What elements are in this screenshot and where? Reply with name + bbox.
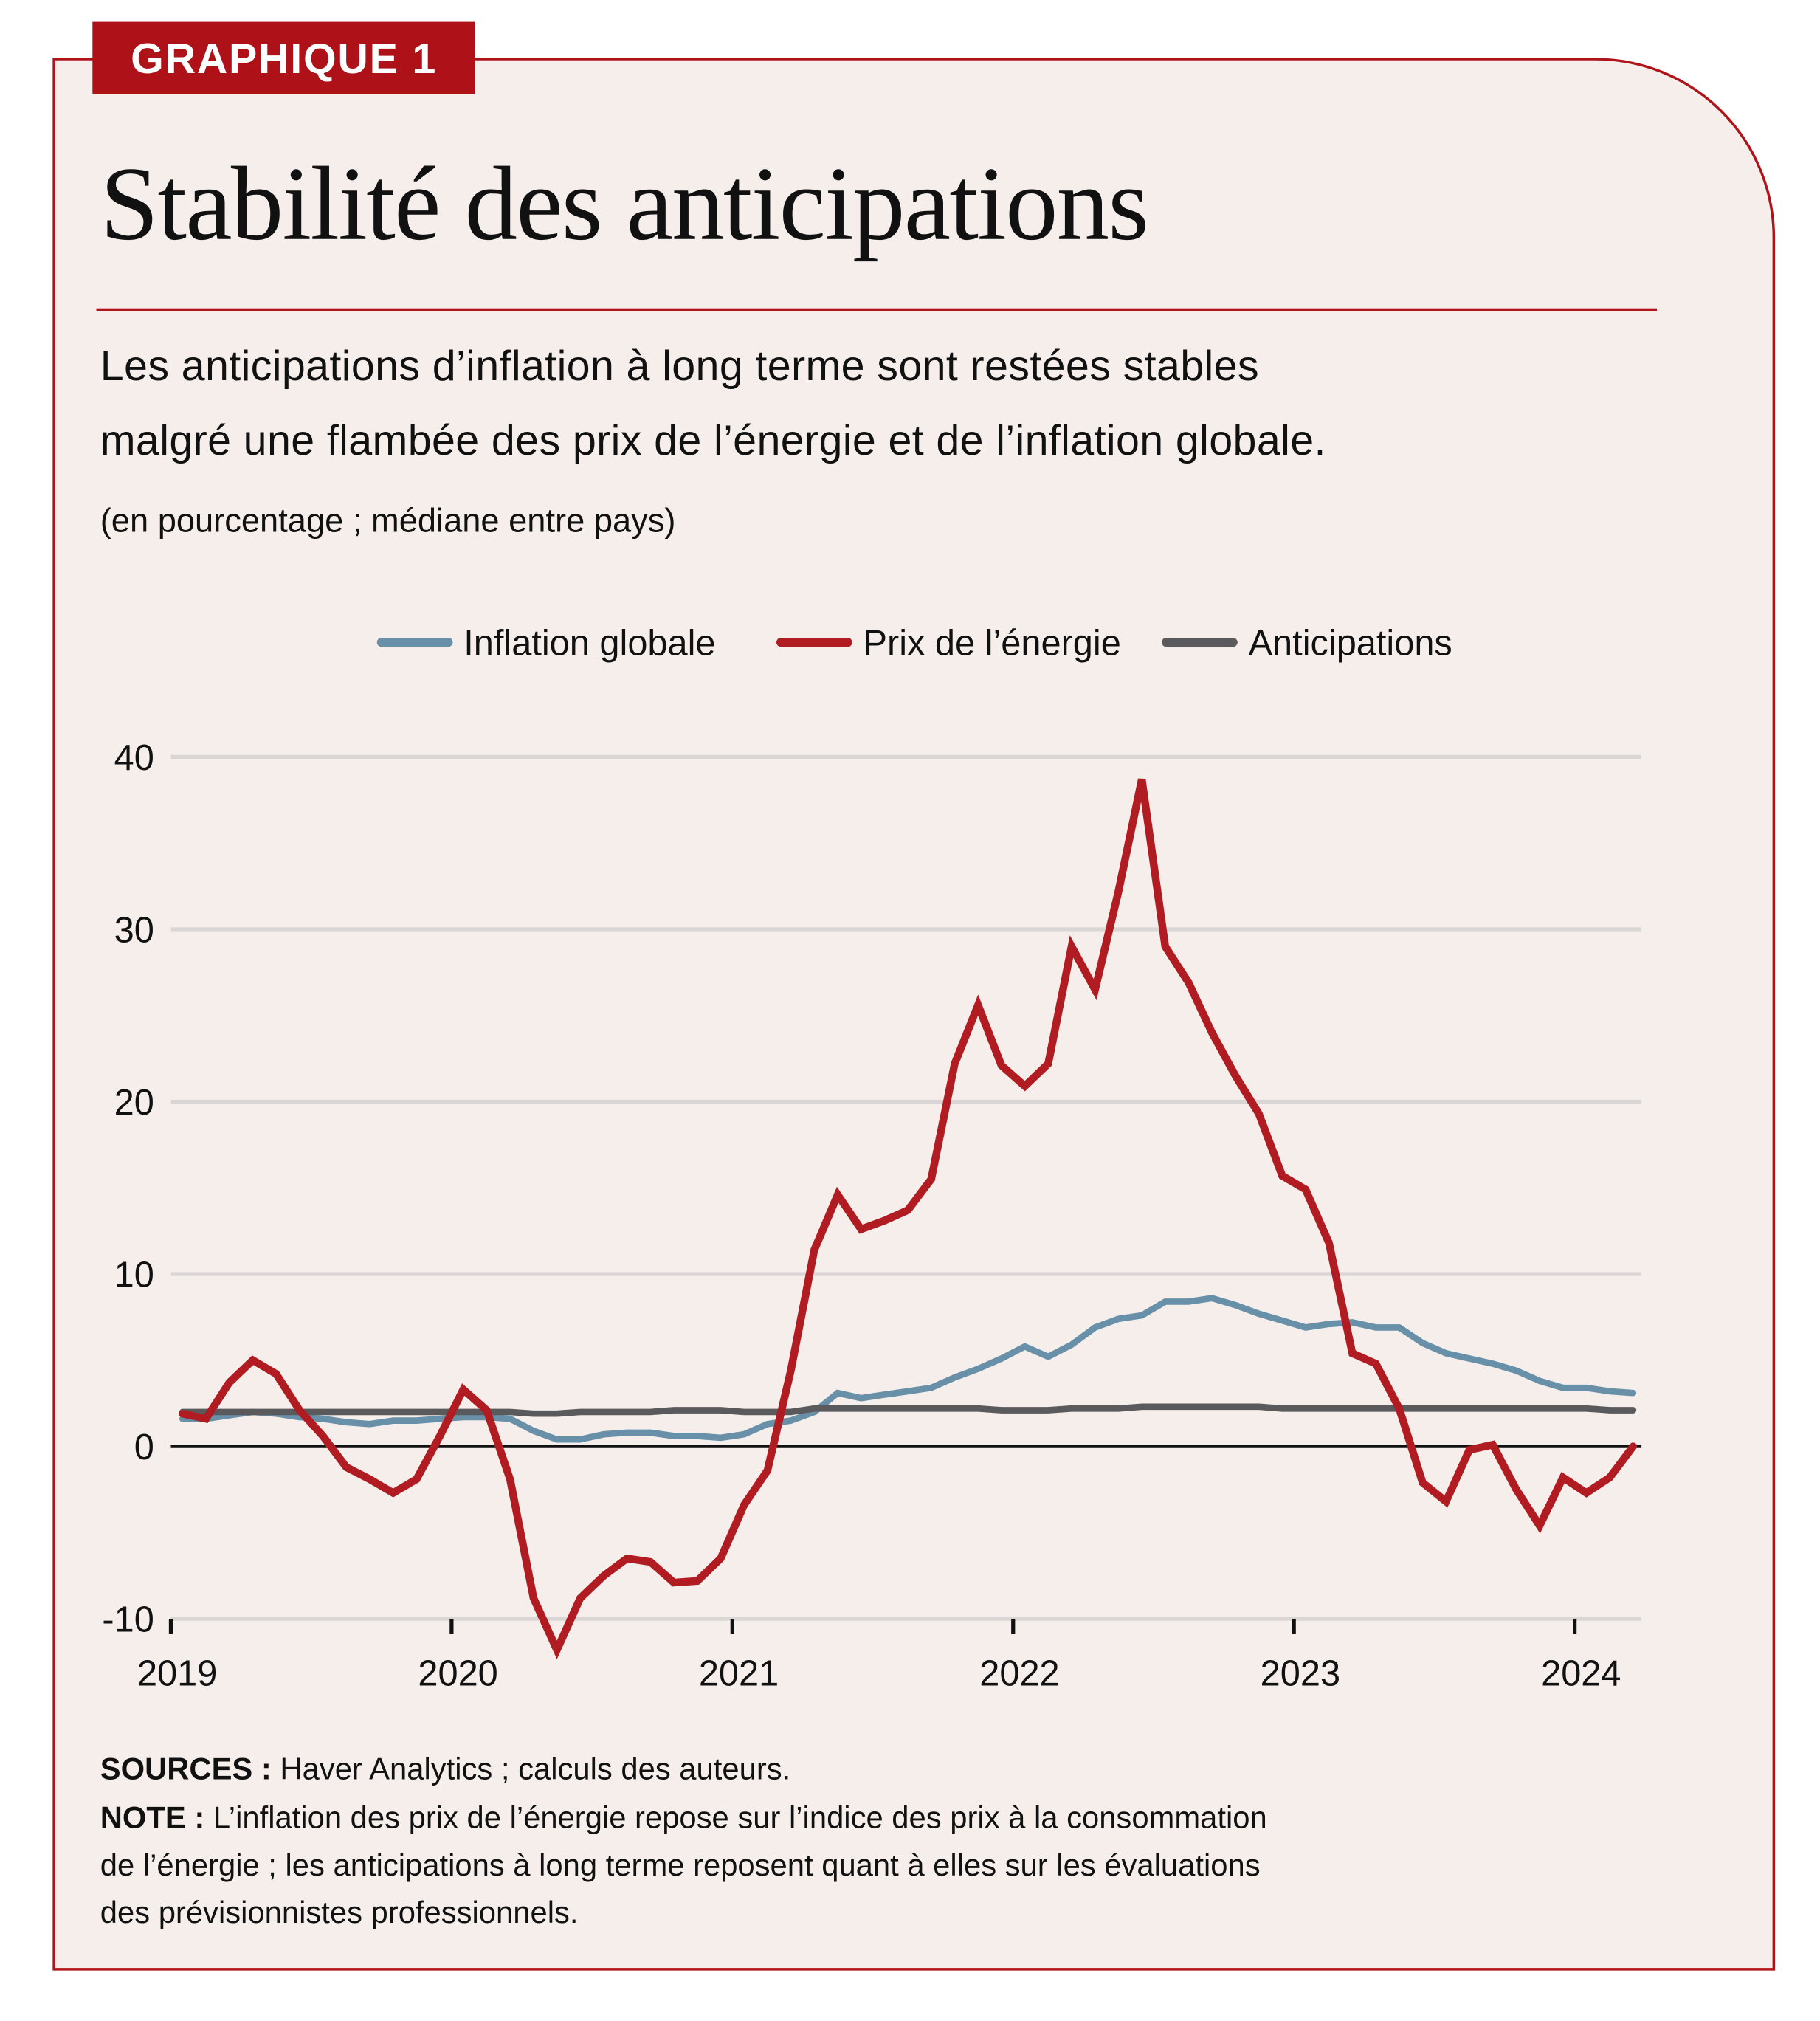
sources-label: SOURCES : <box>100 1752 272 1787</box>
note-line-2: de l’énergie ; les anticipations à long … <box>100 1848 1261 1884</box>
x-tick-label: 2020 <box>418 1653 497 1693</box>
series-line-expectations <box>179 1403 1637 1417</box>
note-line-1: NOTE : L’inflation des prix de l’énergie… <box>100 1801 1267 1837</box>
y-tick-label: 40 <box>114 738 154 778</box>
y-tick-label: -10 <box>102 1600 154 1640</box>
y-tick-label: 10 <box>114 1255 154 1295</box>
note-line-3: des prévisionnistes professionnels. <box>100 1896 579 1931</box>
y-tick-label: 0 <box>134 1428 154 1467</box>
x-tick-label: 2019 <box>137 1653 217 1693</box>
figure-frame <box>52 58 1776 1971</box>
x-tick-label: 2021 <box>699 1653 779 1693</box>
subtitle-line-1: Les anticipations d’inflation à long ter… <box>100 341 1259 390</box>
sources-text: Haver Analytics ; calculs des auteurs. <box>271 1752 791 1787</box>
legend-label: Inflation globale <box>463 624 715 664</box>
title-divider <box>96 308 1657 311</box>
x-tick-label: 2023 <box>1261 1653 1340 1693</box>
subtitle-line-2: malgré une flambée des prix de l’énergie… <box>100 416 1326 464</box>
x-tick-label: 2022 <box>979 1653 1059 1693</box>
note-label: NOTE : <box>100 1800 205 1836</box>
series-line-energy <box>179 778 1638 1659</box>
note-text-1: L’inflation des prix de l’énergie repose… <box>204 1800 1267 1836</box>
sources-note: SOURCES : Haver Analytics ; calculs des … <box>100 1752 790 1788</box>
unit-note: (en pourcentage ; médiane entre pays) <box>100 500 676 540</box>
y-tick-label: 20 <box>114 1083 154 1123</box>
x-tick-label: 2024 <box>1541 1653 1621 1693</box>
legend-label: Prix de l’énergie <box>863 624 1120 664</box>
figure-badge: GRAPHIQUE 1 <box>92 21 475 94</box>
series-line-inflation <box>179 1295 1637 1443</box>
chart-title: Stabilité des anticipations <box>100 145 1149 263</box>
legend-label: Anticipations <box>1249 624 1452 664</box>
y-tick-label: 30 <box>114 910 154 950</box>
